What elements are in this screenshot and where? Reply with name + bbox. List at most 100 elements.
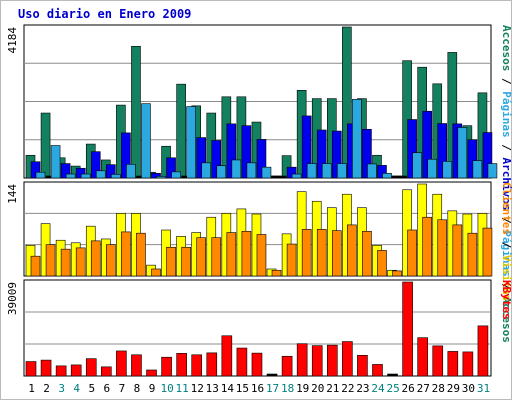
x-tick-label-day-22: 22 [341,382,354,395]
bar-clientes-day-25 [392,270,402,277]
x-tick-label-day-20: 20 [311,382,324,395]
bar-kbytes-day-28 [432,345,444,377]
x-tick-label-day-18: 18 [281,382,294,395]
x-tick-label-day-12: 12 [191,382,204,395]
bar-clientes-day-27 [422,216,432,277]
x-tick-label-day-5: 5 [88,382,95,395]
bar-clientes-day-16 [256,234,267,277]
bar-kbytes-day-8 [131,354,142,377]
bar-kbytes-day-13 [206,352,218,377]
bar-clientes-day-2 [45,244,56,277]
bar-páginas-day-13 [216,165,227,179]
bar-páginas-day-19 [306,163,317,179]
panel-kbytes: 39009 KBytes [6,279,512,377]
bar-kbytes-day-3 [55,365,67,377]
legend-item-accesos: Accesos [500,297,512,343]
bar-páginas-day-21 [336,163,347,179]
bar-kbytes-day-17 [266,373,278,377]
bar-kbytes-day-24 [372,364,383,377]
bar-kbytes-day-23 [357,354,368,377]
bar-accesos-day-11 [176,83,186,179]
bar-páginas-day-31 [487,163,498,179]
bar-kbytes-day-6 [101,366,112,377]
bar-páginas-day-27 [427,158,437,179]
bar-clientes-day-7 [121,231,131,277]
bar-clientes-day-13 [211,237,222,277]
x-tick-label-day-31: 31 [477,382,490,395]
bar-kbytes-day-29 [447,351,459,377]
x-tick-label-day-8: 8 [134,382,141,395]
bar-accesos-day-18 [281,155,292,179]
y-max-label: 144 [6,184,19,204]
bar-kbytes-day-9 [146,369,157,377]
bar-páginas-day-24 [382,173,392,179]
bar-archivos-day-14 [226,123,237,179]
bar-kbytes-day-11 [176,353,187,377]
x-tick-label-day-17: 17 [266,382,279,395]
bar-páginas-day-29 [457,127,468,179]
x-tick-label-day-4: 4 [73,382,80,395]
bar-páginas-day-26 [412,152,422,179]
x-tick-label-day-9: 9 [149,382,156,395]
legend-item-visitas: Visitas [500,255,512,301]
bar-páginas-day-2 [50,145,61,179]
bar-páginas-day-12 [201,162,212,179]
x-tick-label-day-10: 10 [160,382,173,395]
bar-páginas-day-16 [261,166,272,179]
bar-clientes-day-8 [136,232,146,277]
bar-archivos-day-15 [241,125,252,179]
bar-páginas-day-20 [321,163,332,179]
bar-páginas-day-9 [156,176,166,179]
bar-clientes-day-14 [226,232,237,277]
bar-archivos-day-3 [60,163,71,179]
bar-archivos-day-6 [106,164,116,179]
bar-páginas-day-6 [111,174,121,179]
bar-clientes-day-11 [181,246,191,277]
bar-archivos-day-16 [256,139,267,179]
bar-kbytes-day-19 [296,343,308,377]
bar-kbytes-day-4 [70,364,82,377]
legend-item-accesos: Accesos [500,25,512,71]
bar-kbytes-day-5 [85,358,97,377]
bar-clientes-day-26 [407,229,417,277]
x-tick-label-day-21: 21 [326,382,339,395]
x-tick-label-day-25: 25 [386,382,399,395]
bar-kbytes-day-16 [251,352,263,377]
bar-clientes-day-10 [166,246,176,277]
x-tick-label-day-29: 29 [447,382,460,395]
legend-item-páginas: Páginas [500,91,512,137]
bar-archivos-day-12 [196,137,207,179]
bar-páginas-day-7 [126,163,136,179]
bar-páginas-day-30 [472,160,483,179]
legend-separator: / [500,210,512,230]
legend-text: Accesos / Páginas / Archivos / Páginas /… [500,25,512,343]
x-tick-label-day-3: 3 [58,382,65,395]
bar-páginas-day-17 [276,175,287,179]
bar-accesos-day-8 [131,45,141,179]
chart-title: Uso diario en Enero 2009 [18,7,191,21]
bar-archivos-day-26 [407,119,417,179]
bar-páginas-day-8 [141,103,151,179]
x-tick-label-day-28: 28 [432,382,445,395]
bar-kbytes-day-26 [402,281,413,377]
bar-páginas-day-25 [397,175,407,179]
bar-kbytes-day-15 [236,347,248,377]
legend-item-archivos: Archivos [500,157,512,210]
x-tick-label-day-15: 15 [236,382,249,395]
x-tick-label-day-6: 6 [104,382,111,395]
bar-kbytes-day-25 [387,373,398,377]
x-tick-label-day-11: 11 [176,382,189,395]
bar-archivos-day-18 [286,166,297,179]
bar-archivos-day-30 [467,139,478,179]
bar-accesos-day-22 [342,26,352,179]
bar-páginas-day-23 [367,163,377,179]
bar-páginas-day-3 [65,173,76,179]
bar-páginas-day-4 [80,173,91,179]
bar-clientes-day-4 [75,247,86,277]
bar-páginas-day-5 [95,170,106,179]
y-max-label: 39009 [6,282,19,315]
x-tick-label-day-7: 7 [119,382,126,395]
bar-kbytes-day-18 [281,355,293,377]
bar-kbytes-day-12 [191,354,203,377]
